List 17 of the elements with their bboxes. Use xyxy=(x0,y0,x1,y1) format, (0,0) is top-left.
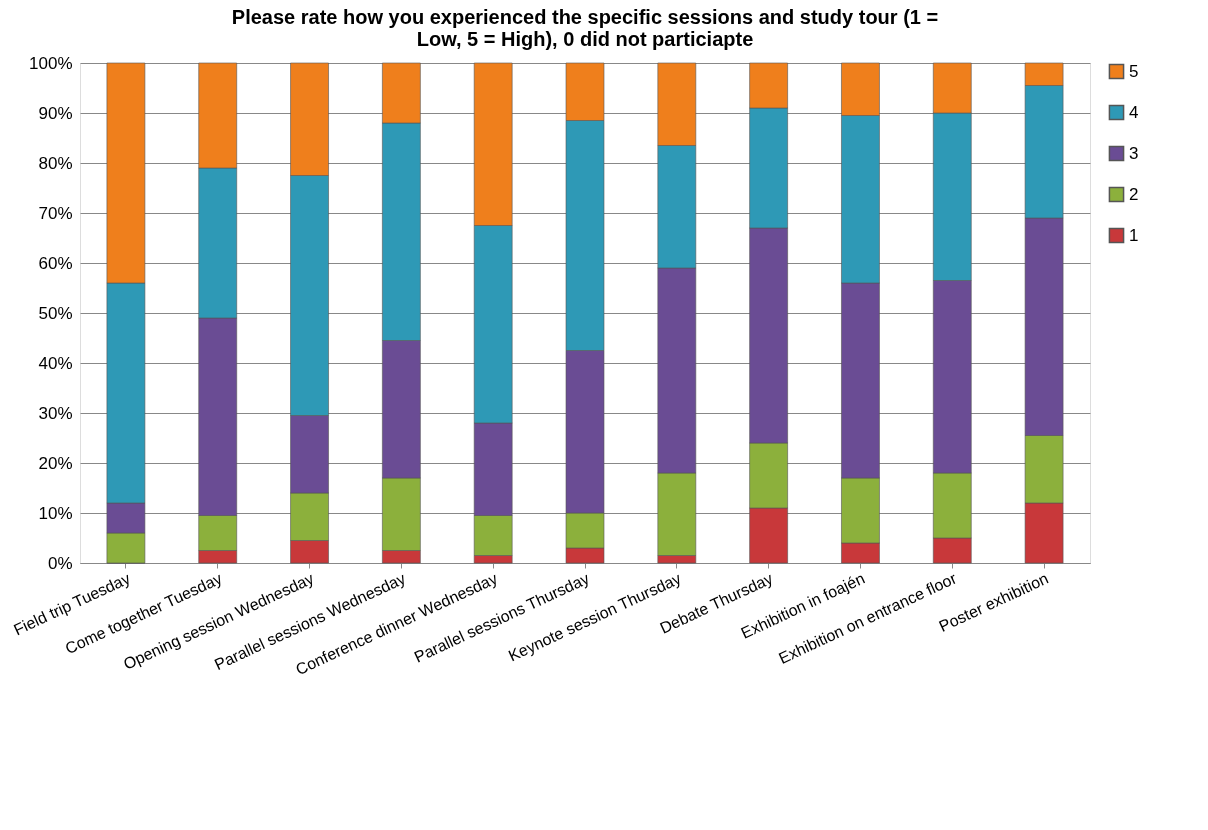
y-tick-label: 10% xyxy=(38,503,73,523)
legend-label: 2 xyxy=(1129,184,1139,204)
chart-title: Please rate how you experienced the specific sessions and study tour (1 = Low, 5 = High), 0 did not particiapte xyxy=(231,6,939,50)
legend-label: 5 xyxy=(1129,61,1139,81)
y-tick-label: 60% xyxy=(38,253,73,273)
legend-label: 4 xyxy=(1129,102,1139,122)
y-tick-label: 50% xyxy=(38,303,73,323)
legend-label: 3 xyxy=(1129,143,1139,163)
legend-label: 1 xyxy=(1129,225,1139,245)
y-tick-label: 0% xyxy=(47,553,73,573)
y-tick-label: 30% xyxy=(38,403,73,423)
y-tick-label: 80% xyxy=(38,153,73,173)
y-tick-label: 40% xyxy=(38,353,73,373)
y-tick-label: 100% xyxy=(29,53,73,73)
y-tick-label: 20% xyxy=(38,453,73,473)
y-tick-label: 70% xyxy=(38,203,73,223)
y-tick-label: 90% xyxy=(38,103,73,123)
